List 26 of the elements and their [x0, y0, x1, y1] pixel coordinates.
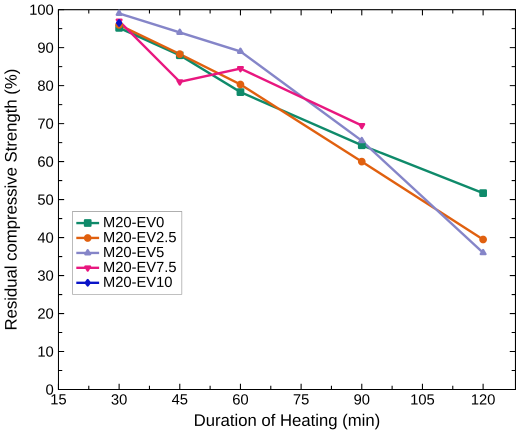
x-tick-label: 75: [294, 394, 309, 405]
x-tick-label: 45: [172, 394, 188, 405]
legend-label: M20-EV10: [104, 276, 172, 288]
y-tick-label: 70: [38, 118, 54, 129]
y-tick-label: 60: [38, 156, 54, 167]
x-tick-label: 60: [233, 394, 248, 405]
y-axis-title: Residual compressive Strength (%): [4, 70, 20, 330]
y-tick-label: 30: [38, 270, 54, 281]
x-axis-title: Duration of Heating (min): [195, 414, 380, 430]
x-tick-label: 30: [112, 394, 127, 405]
x-tick-label: 105: [411, 394, 434, 405]
legend-label: M20-EV7.5: [104, 262, 176, 272]
x-tick-label: 15: [51, 394, 66, 405]
y-tick-label: 40: [38, 232, 54, 243]
y-tick-label: 100: [30, 4, 54, 15]
y-tick-label: 10: [38, 346, 54, 357]
legend-label: M20-EV5: [104, 246, 164, 258]
y-tick-label: 20: [38, 308, 54, 319]
legend-label: M20-EV2.5: [104, 232, 176, 242]
x-tick-label: 90: [354, 394, 370, 405]
y-tick-label: 80: [38, 80, 54, 91]
x-tick-label: 120: [472, 394, 495, 405]
legend-label: M20-EV0: [104, 216, 164, 228]
y-tick-label: 50: [38, 194, 54, 205]
y-tick-label: 90: [38, 42, 54, 53]
y-tick-label: 0: [46, 384, 54, 395]
